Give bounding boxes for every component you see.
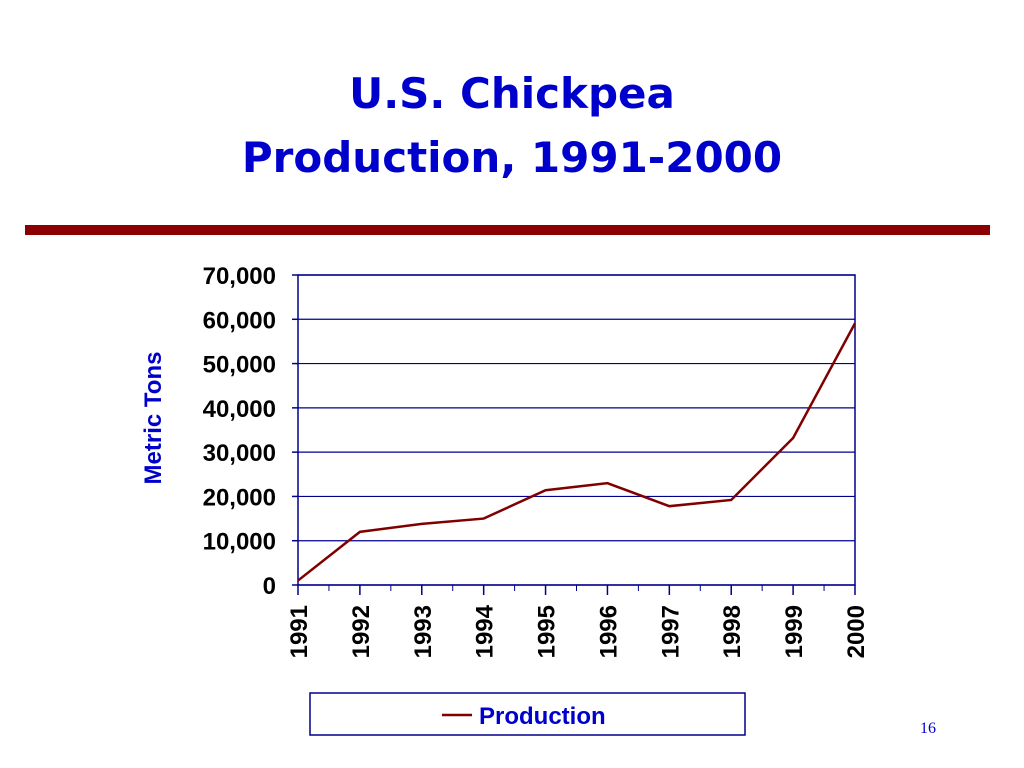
divider <box>25 225 990 235</box>
x-tick-label: 2000 <box>843 605 870 658</box>
chart-title: U.S. Chickpea <box>349 69 675 118</box>
y-tick-label: 60,000 <box>203 307 276 334</box>
y-tick-label: 0 <box>263 573 276 600</box>
y-axis-label: Metric Tons <box>140 352 167 485</box>
data-line <box>297 322 857 582</box>
chart-subtitle: Production, 1991-2000 <box>242 133 782 182</box>
y-tick-label: 10,000 <box>203 529 276 556</box>
y-tick-label: 20,000 <box>203 484 276 511</box>
x-tick-label: 1999 <box>781 605 808 658</box>
legend-box <box>309 692 746 736</box>
y-tick-label: 70,000 <box>203 263 276 290</box>
x-tick-label: 1996 <box>595 605 622 658</box>
page-number: 16 <box>920 720 936 737</box>
y-tick-label: 30,000 <box>203 440 276 467</box>
x-tick-label: 1992 <box>348 605 375 658</box>
x-tick-label: 1991 <box>286 605 313 658</box>
x-tick-label: 1995 <box>534 605 561 658</box>
plot-area <box>297 274 856 586</box>
x-tick-label: 1997 <box>657 605 684 658</box>
y-tick-label: 50,000 <box>203 352 276 379</box>
legend-label: Production <box>479 703 606 730</box>
x-tick-label: 1994 <box>472 604 499 658</box>
y-tick-label: 40,000 <box>203 396 276 423</box>
x-tick-label: 1998 <box>719 605 746 658</box>
x-tick-label: 1993 <box>410 605 437 658</box>
